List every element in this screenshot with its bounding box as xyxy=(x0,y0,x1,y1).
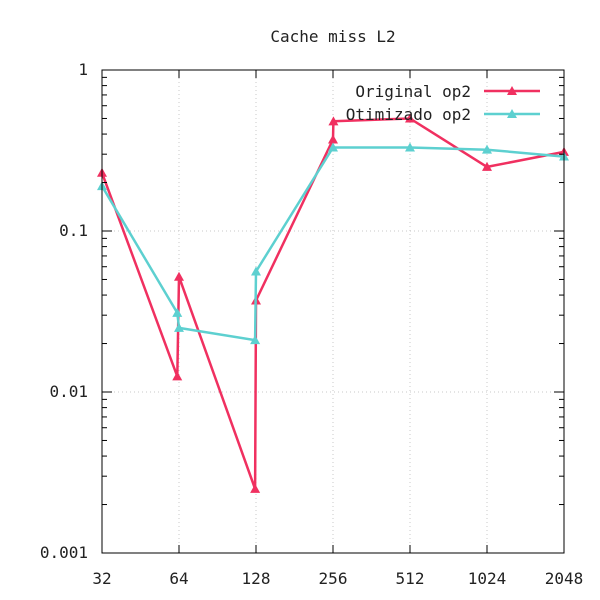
data-point-1 xyxy=(405,113,415,123)
data-point-1 xyxy=(328,116,339,126)
y-tick-label: 1 xyxy=(78,60,88,79)
data-point-1 xyxy=(482,161,492,171)
x-tick-label: 2048 xyxy=(545,569,584,588)
y-tick-label: 0.1 xyxy=(59,221,88,240)
data-point-2 xyxy=(174,322,184,332)
legend-marker-2 xyxy=(507,109,517,118)
x-tick-label: 64 xyxy=(169,569,188,588)
data-point-2 xyxy=(328,142,338,152)
x-tick-label: 32 xyxy=(92,569,111,588)
data-point-1 xyxy=(174,271,184,281)
data-point-1 xyxy=(328,134,338,144)
axis-layer: 32 64 128 256 512 1024 2048 0.001 0.01 0.1 1 xyxy=(40,60,583,588)
series-line-2 xyxy=(100,146,565,342)
legend-label-2: Otimizado op2 xyxy=(346,105,471,124)
legend-label-1: Original op2 xyxy=(355,82,471,101)
data-point-2 xyxy=(482,144,492,154)
legend: Original op2 Otimizado op2 xyxy=(346,82,540,124)
x-tick-label: 1024 xyxy=(468,569,507,588)
x-tick-label: 128 xyxy=(242,569,271,588)
legend-marker-1 xyxy=(507,86,517,95)
data-point-2 xyxy=(172,307,183,317)
data-point-2 xyxy=(405,142,415,152)
data-point-2 xyxy=(250,335,261,345)
data-point-2 xyxy=(251,266,261,276)
data-point-1 xyxy=(172,371,183,381)
series-layer xyxy=(97,113,569,493)
data-point-1 xyxy=(250,483,261,493)
y-tick-label: 0.001 xyxy=(40,543,88,562)
x-tick-label: 512 xyxy=(396,569,425,588)
chart-title: Cache miss L2 xyxy=(270,27,395,46)
y-tick-label: 0.01 xyxy=(49,382,88,401)
x-tick-label: 256 xyxy=(319,569,348,588)
